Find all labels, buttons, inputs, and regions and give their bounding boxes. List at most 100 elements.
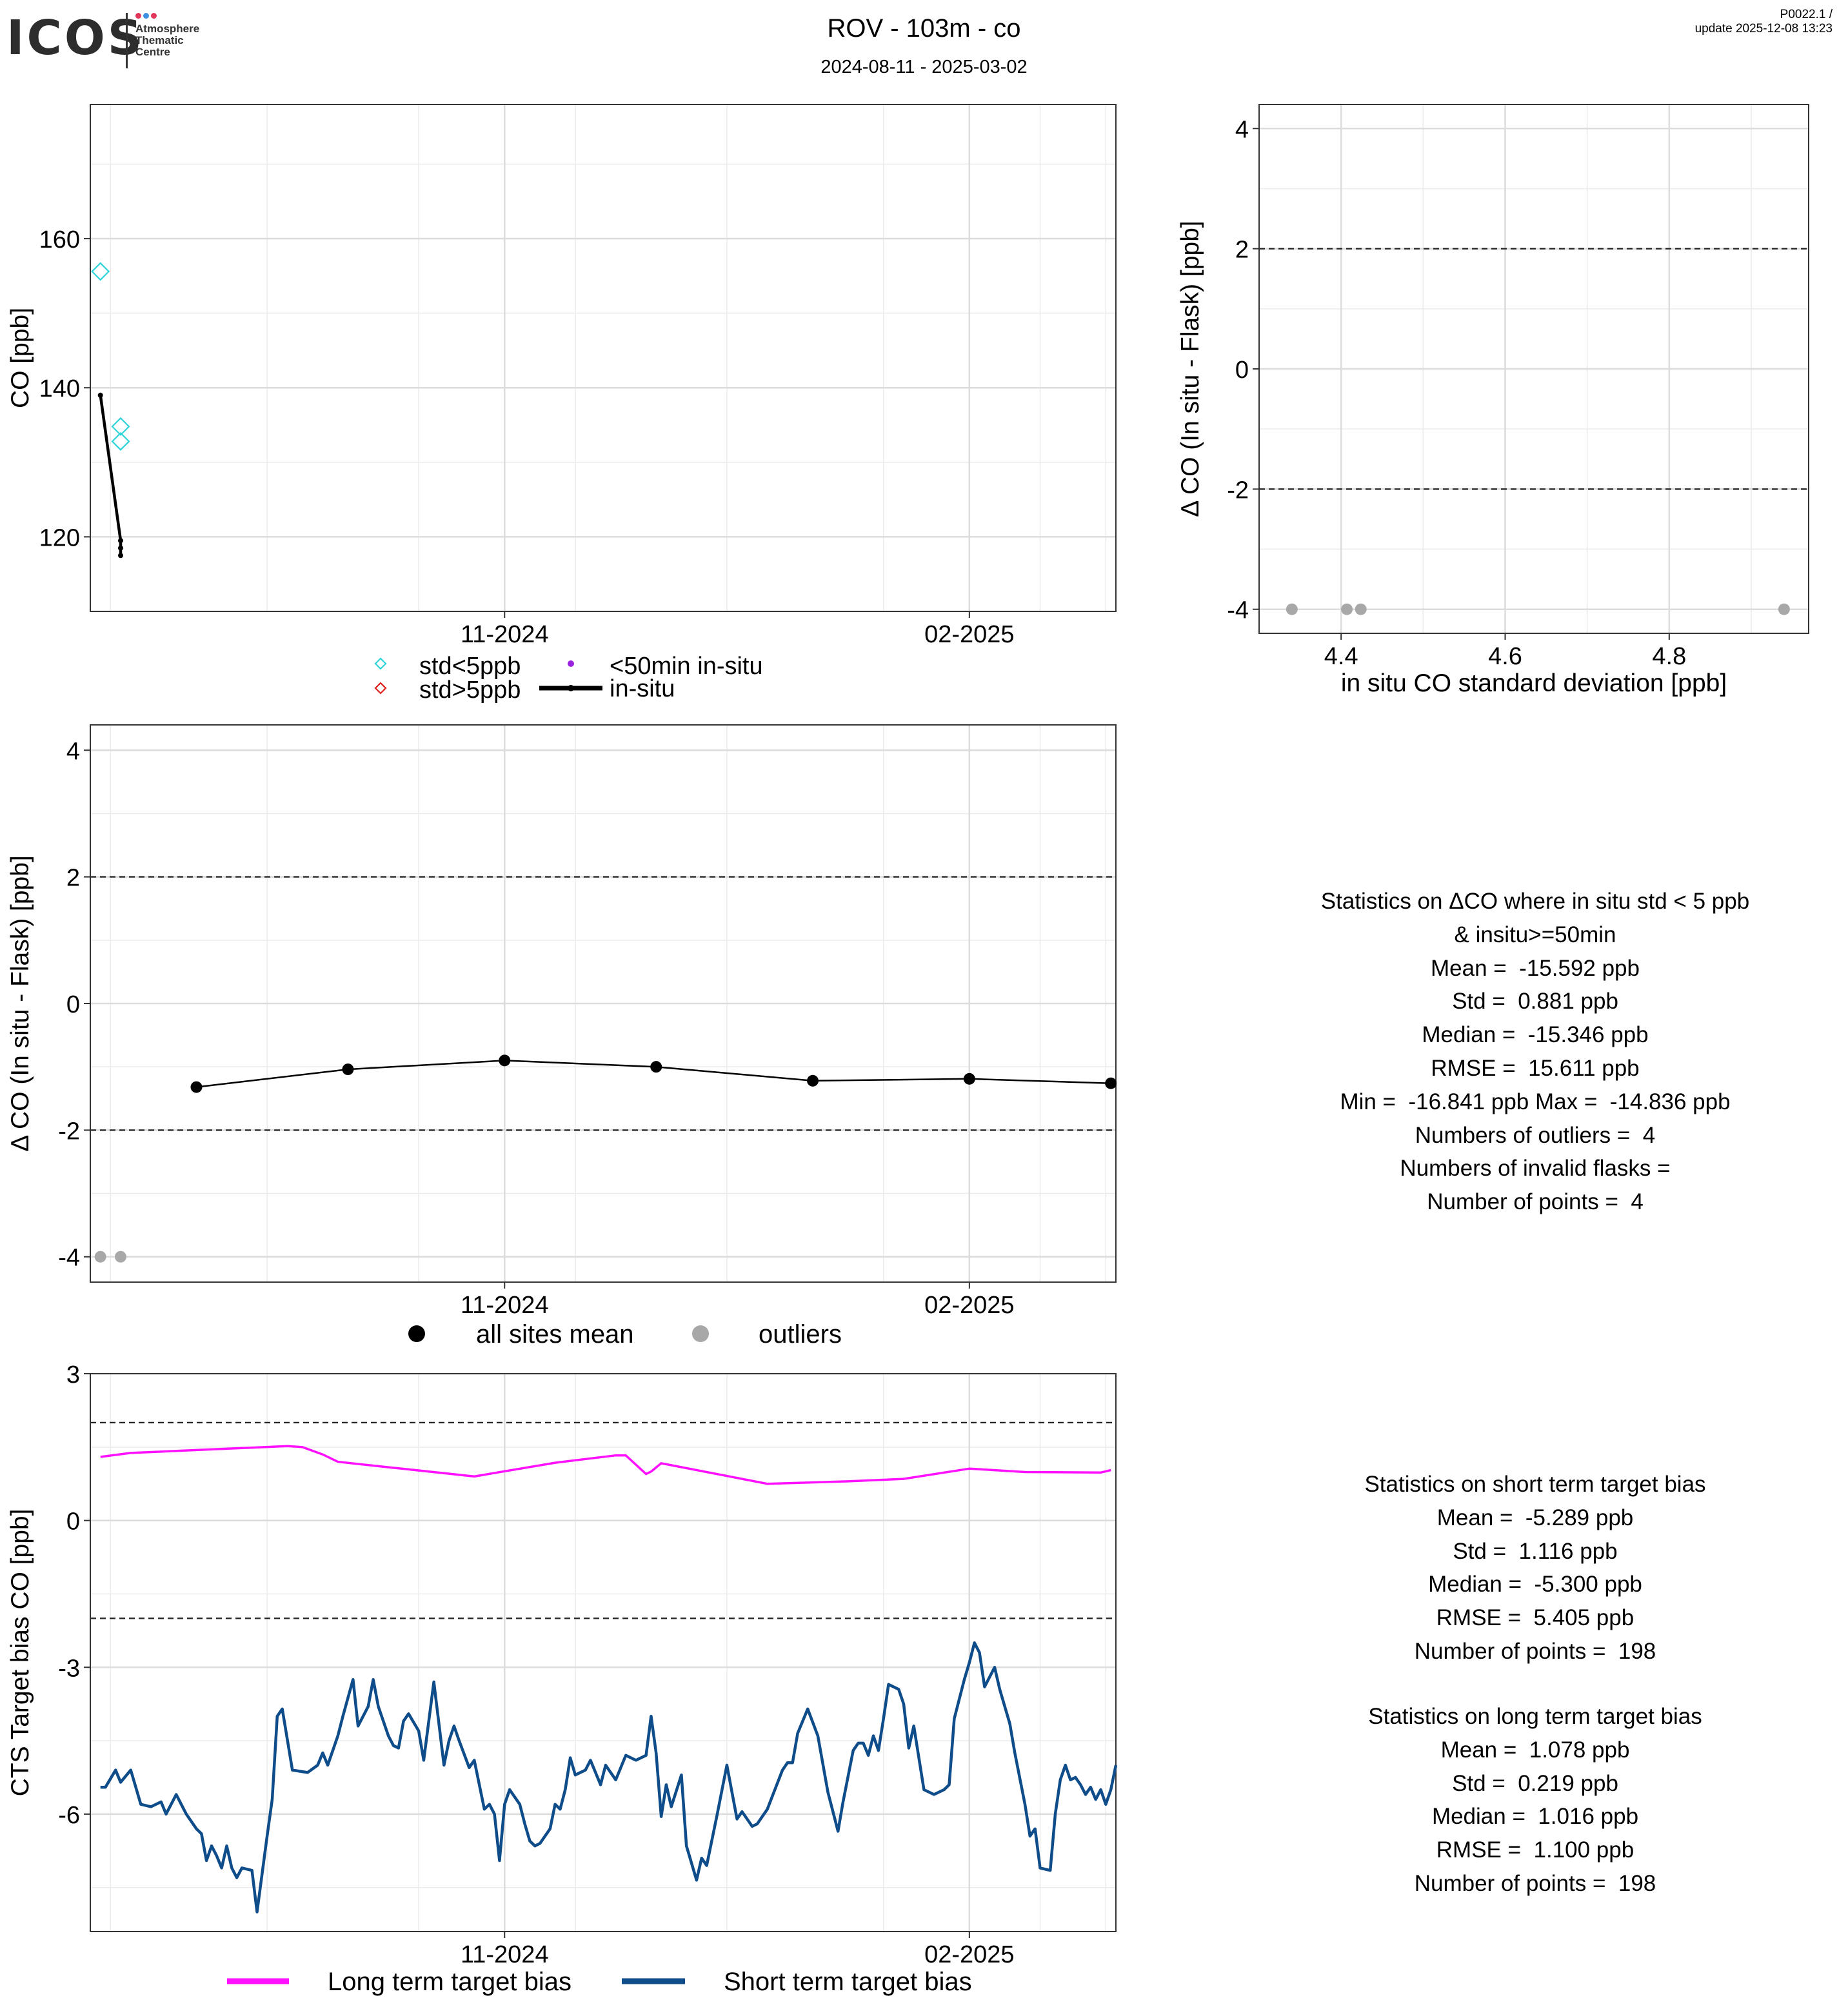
- all-sites-mean-point: [499, 1054, 511, 1067]
- x-tick-label: 11-2024: [461, 1941, 549, 1968]
- logo-divider: [126, 13, 128, 68]
- y-axis-label: CO [ppb]: [6, 308, 34, 408]
- stat-line: Numbers of invalid flasks =: [1400, 1156, 1671, 1181]
- y-tick-label: 120: [39, 524, 80, 551]
- y-axis-label: CTS Target bias CO [ppb]: [6, 1509, 34, 1797]
- flask-point-std-lt5: [111, 431, 130, 451]
- long-term-bias-line: [100, 1445, 1111, 1485]
- y-tick-label: -4: [1227, 597, 1249, 624]
- in-situ-point: [117, 545, 123, 551]
- logo-sub-3: Centre: [135, 46, 170, 58]
- stat-line: Mean = -5.289 ppb: [1436, 1505, 1634, 1530]
- outlier-point: [94, 1251, 106, 1263]
- flask-point-std-lt5: [111, 417, 130, 436]
- y-tick-label: 2: [1235, 237, 1249, 264]
- y-axis-label: Δ CO (In situ - Flask) [ppb]: [1177, 221, 1204, 517]
- long-term-statistics: Statistics on long term target bias Mean…: [1226, 1700, 1845, 1901]
- short-term-statistics: Statistics on short term target bias Mea…: [1226, 1468, 1845, 1668]
- page-title: ROV - 103m - co: [827, 14, 1021, 43]
- update-timestamp: update 2025-12-08 13:23: [1694, 22, 1833, 35]
- y-tick-label: -4: [58, 1245, 80, 1272]
- logo-dot: [143, 13, 149, 19]
- plot-border: [90, 104, 1117, 612]
- delta_timeseries-panel: [84, 724, 1117, 1289]
- y-tick-label: -2: [1227, 477, 1249, 504]
- y-tick-label: 2: [66, 865, 80, 892]
- legend-label: outliers: [759, 1320, 842, 1349]
- stat-line: Statistics on long term target bias: [1368, 1704, 1702, 1729]
- stat-line: Std = 1.116 ppb: [1453, 1538, 1618, 1564]
- version-info: P0022.1 / update 2025-12-08 13:23: [1695, 8, 1833, 36]
- y-tick-label: 0: [1235, 357, 1249, 384]
- x-axis-label: in situ CO standard deviation [ppb]: [1341, 669, 1727, 697]
- stat-line: Number of points = 4: [1427, 1189, 1644, 1215]
- legend-key-outliers: [692, 1325, 709, 1342]
- x-tick-label: 11-2024: [461, 621, 549, 648]
- version-label: P0022.1 /: [1780, 8, 1833, 21]
- stat-line: Std = 0.219 ppb: [1452, 1770, 1618, 1796]
- y-tick-label: -3: [58, 1655, 80, 1682]
- short-term-bias-line: [100, 1641, 1118, 1913]
- logo-text: ICOS: [6, 10, 145, 66]
- y-tick-label: 3: [66, 1361, 80, 1389]
- stat-line: RMSE = 5.405 ppb: [1436, 1605, 1634, 1631]
- legend-label: in-situ: [610, 675, 675, 702]
- legend-key-all-sites-mean: [408, 1325, 425, 1342]
- y-tick-label: 4: [66, 738, 80, 765]
- outlier-point: [1341, 603, 1353, 615]
- icos-logo: ICOS Atmosphere Thematic Centre: [6, 8, 219, 72]
- legend-key-lt50min: [568, 660, 574, 667]
- date-range: 2024-08-11 - 2025-03-02: [820, 57, 1028, 77]
- stat-line: Number of points = 198: [1414, 1870, 1656, 1896]
- y-tick-label: 4: [1235, 116, 1249, 143]
- stat-line: Numbers of outliers = 4: [1415, 1122, 1656, 1148]
- y-tick-label: -6: [58, 1802, 80, 1829]
- logo-dots: [135, 10, 159, 22]
- outlier-point: [1286, 603, 1298, 615]
- y-tick-label: 140: [39, 375, 80, 402]
- all-sites-mean-point: [963, 1073, 975, 1085]
- delta-statistics: Statistics on ΔCO where in situ std < 5 …: [1226, 885, 1845, 1219]
- all-sites-mean-point: [342, 1063, 354, 1076]
- target_bias-panel: [84, 1372, 1117, 1938]
- legend-label: std<5ppb: [419, 653, 521, 680]
- in-situ-line: [99, 395, 123, 556]
- plot-area: [90, 1374, 1116, 1932]
- co_timeseries-panel: [84, 104, 1117, 618]
- stat-line: Mean = 1.078 ppb: [1440, 1737, 1630, 1763]
- y-axis-label: Δ CO (In situ - Flask) [ppb]: [6, 855, 34, 1152]
- y-tick-label: 160: [39, 226, 80, 253]
- stat-line: Median = -15.346 ppb: [1422, 1022, 1649, 1048]
- logo-sub-2: Thematic: [135, 34, 184, 46]
- legend-label: Short term target bias: [724, 1968, 972, 1996]
- stat-line: Min = -16.841 ppb Max = -14.836 ppb: [1340, 1089, 1731, 1114]
- all-sites-mean-point: [807, 1074, 819, 1087]
- stat-line: Median = 1.016 ppb: [1431, 1804, 1639, 1830]
- x-tick-label: 02-2025: [924, 1292, 1014, 1319]
- delta_vs_std-panel: [1253, 104, 1809, 640]
- in-situ-point: [117, 538, 123, 544]
- legend-label: all sites mean: [476, 1320, 634, 1349]
- logo-dot: [135, 13, 141, 19]
- legend-label: <50min in-situ: [610, 653, 763, 680]
- all-sites-mean-point: [650, 1061, 662, 1073]
- in-situ-point: [97, 392, 103, 398]
- x-tick-label: 4.6: [1488, 643, 1522, 670]
- y-tick-label: 0: [66, 991, 80, 1018]
- stat-line: Median = -5.300 ppb: [1428, 1572, 1642, 1597]
- x-tick-label: 11-2024: [461, 1292, 549, 1319]
- legend-label: Long term target bias: [328, 1968, 571, 1996]
- stat-line: RMSE = 1.100 ppb: [1436, 1837, 1634, 1863]
- stat-line: & insitu>=50min: [1454, 922, 1616, 947]
- stat-line: RMSE = 15.611 ppb: [1431, 1055, 1640, 1081]
- outlier-point: [1355, 603, 1367, 615]
- stat-line: Number of points = 198: [1414, 1638, 1656, 1664]
- plot-area: [90, 104, 1116, 611]
- y-tick-label: 0: [66, 1508, 80, 1536]
- legend-key-std-gt5: [374, 682, 387, 695]
- plot-border: [90, 1373, 1117, 1932]
- outlier-point: [114, 1251, 126, 1263]
- stat-line: Std = 0.881 ppb: [1452, 989, 1618, 1014]
- legend-key-std-lt5: [374, 657, 387, 670]
- outlier-point: [1778, 603, 1790, 615]
